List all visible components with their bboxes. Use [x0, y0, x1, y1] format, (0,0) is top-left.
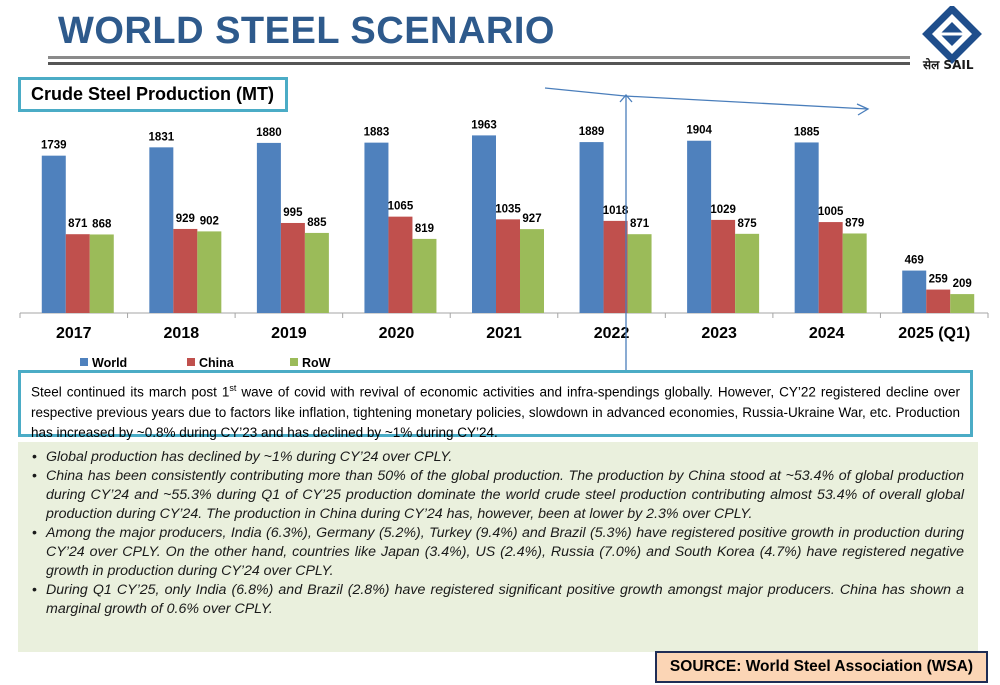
bar-world — [794, 142, 819, 313]
data-label-row: 879 — [845, 217, 864, 229]
bar-china — [388, 216, 413, 313]
description-text-1: Steel continued its march post 1 — [31, 384, 230, 400]
data-label-row: 902 — [200, 215, 219, 227]
bullet-item: Global production has declined by ~1% du… — [32, 448, 964, 467]
data-label-china: 259 — [929, 274, 948, 286]
data-label-row: 819 — [415, 223, 434, 235]
data-label-world: 1963 — [471, 119, 497, 131]
bar-world — [902, 270, 927, 313]
bar-world — [579, 142, 604, 313]
bar-row — [842, 233, 867, 313]
bar-world — [41, 155, 66, 313]
production-chart: 1739 871 868 2017 1831 929 902 2018 1880 995 885 20… — [19, 87, 989, 370]
legend-label-row: RoW — [302, 356, 331, 370]
chart-title: Crude Steel Production (MT) — [18, 77, 288, 112]
bar-china — [603, 220, 628, 313]
data-label-china: 1005 — [818, 206, 844, 218]
description-text-2: wave of covid with revival of economic a… — [31, 384, 960, 440]
bar-china — [818, 222, 843, 313]
data-label-row: 885 — [307, 217, 327, 229]
bar-china — [711, 219, 736, 313]
bar-china — [926, 289, 951, 313]
data-label-world: 1831 — [149, 131, 175, 143]
bar-china — [173, 228, 198, 313]
data-label-china: 1065 — [388, 201, 414, 213]
legend-swatch-world — [80, 358, 88, 366]
bar-row — [304, 232, 329, 313]
bar-row — [89, 234, 114, 313]
bar-world — [256, 142, 281, 313]
x-tick-label: 2024 — [809, 325, 845, 342]
data-label-china: 1018 — [603, 205, 629, 217]
logo-label: सेल SAIL — [923, 58, 974, 72]
data-label-world: 1739 — [41, 140, 67, 152]
data-label-china: 995 — [283, 207, 303, 219]
legend-label-china: China — [199, 356, 235, 370]
trend-arrow-head — [856, 103, 870, 116]
page-title: WORLD STEEL SCENARIO — [58, 10, 555, 52]
x-tick-label: 2021 — [486, 325, 522, 342]
bullet-item: During Q1 CY’25, only India (6.8%) and B… — [32, 581, 964, 619]
data-label-world: 1904 — [686, 125, 712, 137]
data-label-row: 927 — [522, 213, 541, 225]
x-tick-label: 2017 — [56, 325, 92, 342]
legend-swatch-row — [290, 358, 298, 366]
trend-annotation-line — [544, 87, 869, 110]
x-tick-label: 2023 — [701, 325, 737, 342]
bar-row — [950, 294, 975, 313]
x-tick-label: 2022 — [594, 325, 630, 342]
vertical-arrow-head — [619, 94, 633, 103]
description-superscript: st — [229, 383, 237, 393]
data-label-china: 929 — [176, 213, 195, 225]
data-label-world: 1883 — [364, 127, 390, 139]
bar-row — [197, 231, 222, 313]
bar-world — [364, 142, 389, 313]
bar-row — [627, 234, 652, 313]
bar-row — [520, 229, 544, 313]
source-label: SOURCE: World Steel Association (WSA) — [655, 651, 988, 683]
bar-world — [472, 135, 496, 313]
legend-swatch-china — [187, 358, 195, 366]
data-label-row: 875 — [738, 218, 758, 230]
bullet-item: China has been consistently contributing… — [32, 467, 964, 524]
legend-label-world: World — [92, 356, 127, 370]
description-box: Steel continued its march post 1st wave … — [18, 370, 973, 440]
bar-china — [280, 222, 305, 313]
data-label-world: 1885 — [794, 126, 820, 138]
x-tick-label: 2025 (Q1) — [898, 325, 970, 342]
bullet-item: Among the major producers, India (6.3%),… — [32, 524, 964, 581]
data-label-row: 209 — [953, 278, 972, 290]
bar-china — [65, 234, 90, 313]
data-label-row: 868 — [92, 218, 112, 230]
key-points-list: Global production has declined by ~1% du… — [18, 442, 978, 652]
x-tick-label: 2018 — [164, 325, 200, 342]
x-tick-label: 2019 — [271, 325, 307, 342]
title-rule-top — [48, 56, 910, 59]
x-tick-label: 2020 — [379, 325, 415, 342]
bar-world — [687, 140, 712, 313]
data-label-china: 871 — [68, 218, 88, 230]
sail-logo-icon — [922, 6, 982, 64]
data-label-china: 1035 — [495, 203, 521, 215]
bar-world — [149, 147, 174, 313]
data-label-world: 469 — [905, 255, 924, 267]
bar-china — [496, 219, 520, 313]
data-label-china: 1029 — [710, 204, 736, 216]
data-label-world: 1880 — [256, 127, 282, 139]
data-label-row: 871 — [630, 218, 650, 230]
data-label-world: 1889 — [579, 126, 605, 138]
title-rule-bottom — [48, 62, 910, 65]
bar-row — [735, 233, 760, 313]
bar-row — [412, 238, 437, 313]
